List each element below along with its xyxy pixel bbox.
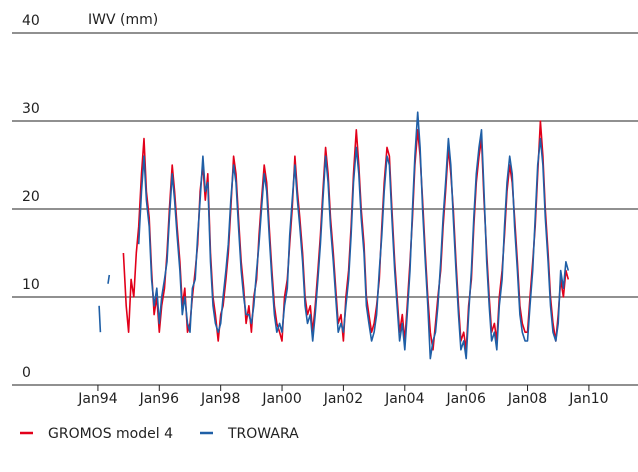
x-tick-label: Jan10 xyxy=(568,391,608,407)
legend-label: TROWARA xyxy=(227,426,299,442)
x-tick-label: Jan08 xyxy=(507,391,547,407)
series-line xyxy=(98,111,570,360)
x-tick-label: Jan98 xyxy=(200,391,240,407)
x-tick-label: Jan06 xyxy=(445,391,485,407)
x-tick-label: Jan96 xyxy=(139,391,179,407)
y-tick-label: 30 xyxy=(22,101,40,117)
y-axis-label: IWV (mm) xyxy=(88,12,158,28)
x-tick-label: Jan00 xyxy=(261,391,301,407)
x-tick-label: Jan02 xyxy=(323,391,363,407)
y-tick-label: 20 xyxy=(22,189,40,205)
y-tick-label: 0 xyxy=(22,365,31,381)
y-tick-label: 40 xyxy=(22,13,40,29)
y-tick-label: 10 xyxy=(22,277,40,293)
x-tick-label: Jan04 xyxy=(384,391,424,407)
x-tick-label: Jan94 xyxy=(77,391,117,407)
legend-label: GROMOS model 4 xyxy=(48,426,173,442)
